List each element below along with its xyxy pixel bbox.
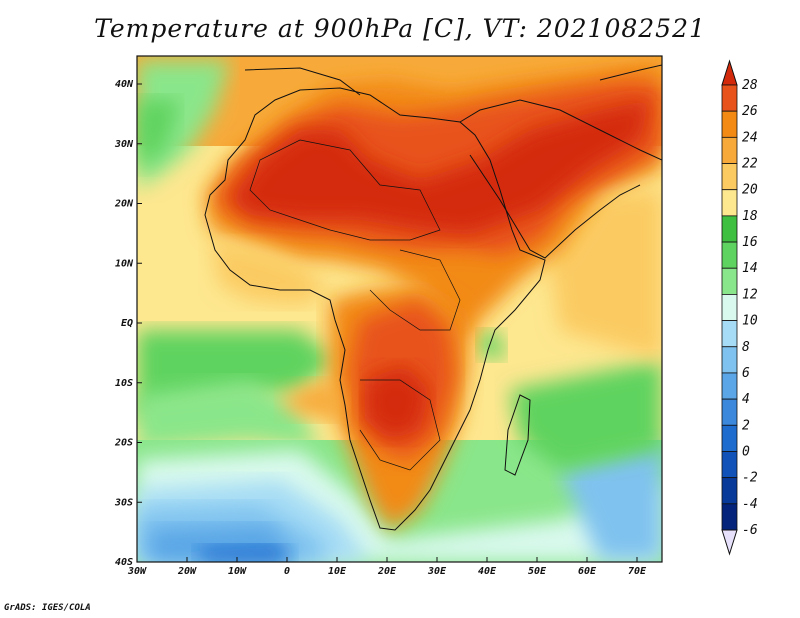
colorbar-label: -6 (742, 523, 758, 538)
madagascar-coast (504, 394, 531, 476)
colorbar-swatch (721, 320, 738, 348)
colorbar-swatch (721, 241, 738, 269)
colorbar-bottom-arrow (721, 529, 738, 556)
lon-tick-label: 60E (578, 566, 597, 577)
lon-tick-label: 30E (427, 566, 447, 577)
colorbar-label: 14 (742, 261, 758, 276)
colorbar-swatch (721, 424, 738, 452)
lon-tick-label: 0 (284, 566, 290, 577)
lat-tick-label: EQ (121, 318, 133, 329)
lon-tick-label: 30W (127, 566, 147, 577)
field-south-darkblue (200, 545, 290, 562)
colorbar-swatch (721, 346, 738, 374)
field-angola-warm (280, 380, 345, 420)
plot-frame (136, 55, 663, 563)
africa-coast (204, 87, 546, 531)
colorbar-swatch (721, 477, 738, 505)
colorbar-label: 20 (742, 183, 758, 198)
colorbar-swatch (721, 110, 738, 138)
lat-tick-label: 10N (115, 258, 134, 269)
lat-tick-label: 30S (114, 497, 133, 508)
colorbar-swatch (721, 189, 738, 217)
coastlines (204, 64, 662, 531)
sahara-borders (249, 139, 441, 241)
map-title: Temperature at 900hPa [C], VT: 202108252… (94, 14, 706, 43)
colorbar-swatch (721, 451, 738, 479)
field-atlantic-cooler (137, 100, 180, 170)
colorbar-label: 12 (742, 287, 758, 302)
colorbar-swatch (721, 267, 738, 295)
field-atlantic-lightgreen (137, 380, 320, 450)
colorbar-label: 2 (742, 418, 750, 433)
arabia-coast (469, 154, 641, 259)
lat-tick-label: 40N (115, 79, 134, 90)
field-indian-green (510, 360, 662, 470)
colorbar-label: 0 (742, 444, 750, 459)
colorbar-label: 6 (742, 366, 750, 381)
colorbar-swatch (721, 398, 738, 426)
colorbar-swatch (721, 84, 738, 112)
temperature-field (137, 56, 662, 562)
lat-tick-label: 20N (114, 199, 134, 210)
field-sahara-core (230, 100, 650, 235)
colorbar-label: 8 (742, 340, 750, 355)
colorbar-swatch (721, 215, 738, 243)
lat-tick-label: 10S (115, 378, 133, 389)
caspian-coast (599, 64, 662, 81)
southern-borders (359, 379, 441, 471)
lat-tick-label: 20S (114, 438, 133, 449)
colorbar-label: -2 (742, 471, 758, 486)
credit-label: GrADS: IGES/COLA (4, 603, 91, 613)
colorbar-top-arrow (721, 59, 738, 86)
lon-tick-label: 10E (328, 566, 347, 577)
lon-tick-label: 10W (228, 566, 247, 577)
colorbar-swatch (721, 503, 738, 531)
colorbar-label: 24 (742, 130, 758, 145)
colorbar-label: 18 (742, 209, 758, 224)
lon-tick-label: 50E (528, 566, 547, 577)
axis-ticks: 30W 20W 10W 0 10E 20E 30E 40E 50E 60E 70E 40N 30N 20N… (114, 79, 647, 577)
colorbar-label: 10 (742, 314, 758, 329)
colorbar-swatch (721, 163, 738, 191)
central-borders (369, 249, 461, 331)
colorbar-label: 4 (742, 392, 750, 407)
colorbar-label: 26 (742, 104, 758, 119)
lat-tick-label: 40S (115, 557, 133, 568)
lon-tick-label: 20W (177, 566, 197, 577)
lon-tick-label: 70E (628, 566, 647, 577)
field-eastafrica-green (478, 330, 505, 360)
field-indian-south-blue (560, 440, 662, 560)
colorbar-swatch (721, 372, 738, 400)
asia-coast (459, 99, 662, 161)
field-atlantic-cool (137, 60, 230, 190)
field-southafrica-core (365, 365, 430, 440)
colorbar-label: 28 (742, 78, 758, 93)
europe-coast (244, 67, 361, 96)
lon-tick-label: 40E (478, 566, 497, 577)
lon-tick-label: 20E (377, 566, 397, 577)
field-westafrica-yellow (210, 240, 330, 305)
colorbar-swatch (721, 136, 738, 164)
lat-tick-label: 30N (114, 139, 134, 150)
colorbar-label: 16 (742, 235, 758, 250)
colorbar-label: -4 (742, 497, 758, 512)
colorbar-swatch (721, 294, 738, 321)
colorbar-label: 22 (742, 157, 758, 172)
